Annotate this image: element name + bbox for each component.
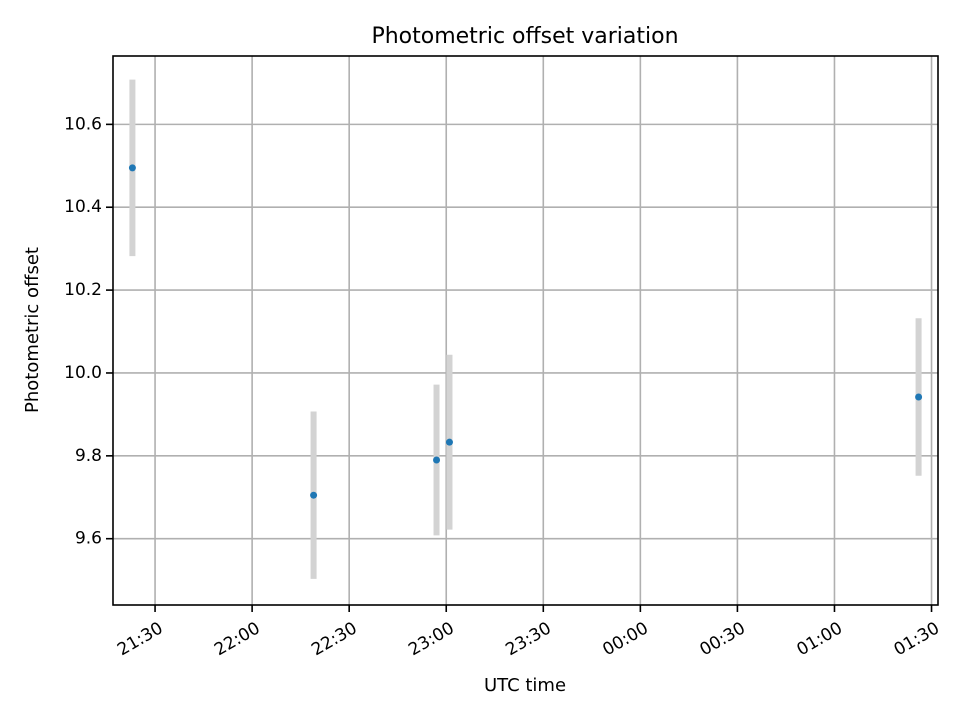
y-tick-label: 9.8 <box>75 446 102 466</box>
y-tick-label: 10.4 <box>64 197 102 217</box>
grid <box>113 56 938 605</box>
x-axis-label: UTC time <box>484 675 566 696</box>
data-points <box>128 164 923 499</box>
plot-frame <box>112 55 939 606</box>
data-point <box>310 491 318 499</box>
data-point <box>433 456 441 464</box>
y-tick-label: 10.2 <box>64 280 102 300</box>
data-point <box>445 438 453 446</box>
data-point <box>128 164 136 172</box>
y-tick-label: 10.6 <box>64 114 102 134</box>
y-tick-label: 9.6 <box>75 529 102 549</box>
y-tick-label: 10.0 <box>64 363 102 383</box>
data-point <box>915 393 923 401</box>
chart-title: Photometric offset variation <box>371 24 678 49</box>
y-axis-label: Photometric offset <box>22 247 43 413</box>
